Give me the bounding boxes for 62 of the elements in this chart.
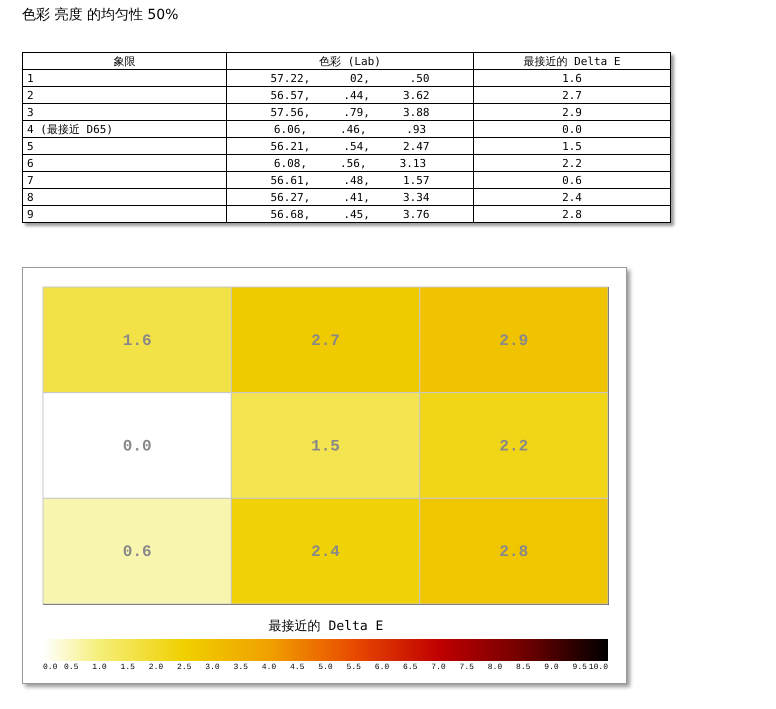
color-bar-label: 4.5 — [290, 663, 305, 672]
text: 56.27, .41, 3.34 — [226, 188, 474, 206]
text: 6 — [22, 154, 226, 172]
color-bar-label: 0.0 — [43, 663, 58, 672]
color-bar-label: 8.5 — [516, 663, 531, 672]
text: 0.0 — [474, 120, 670, 138]
text: 2 — [22, 86, 226, 104]
text: 色彩 亮度 的均匀性 50% — [22, 6, 178, 24]
data-label: 2.2 — [499, 438, 528, 456]
text: 6.06, .46, .93 — [226, 120, 474, 138]
color-bar-label: 9.5 — [572, 663, 588, 672]
text: 象限 — [22, 52, 226, 70]
text: 2.9 — [474, 104, 670, 120]
color-bar-label: 2.5 — [177, 663, 192, 672]
text: 56.57, .44, 3.62 — [226, 86, 474, 104]
color-bar-title: 最接近的 Delta E — [268, 619, 384, 634]
text: 1 — [22, 70, 226, 86]
color-bar-label: 5.5 — [346, 663, 362, 672]
color-bar-label: 7.5 — [460, 663, 474, 672]
color-bar-label: 2.0 — [148, 663, 164, 672]
text: 57.22, 02, .50 — [226, 70, 474, 86]
text: 6.08, .56, 3.13 — [226, 154, 474, 172]
color-bar-label: 10.0 — [588, 663, 608, 672]
color-bar-label: 6.5 — [403, 663, 418, 672]
color-bar-label: 3.0 — [205, 663, 220, 672]
text: 2.7 — [474, 86, 670, 104]
data-label: 2.9 — [499, 332, 528, 350]
text: 0.6 — [474, 172, 670, 188]
text: 1.6 — [474, 70, 670, 86]
text: 8 — [22, 188, 226, 206]
text: 56.68, .45, 3.76 — [226, 206, 474, 222]
text: 2.4 — [474, 188, 670, 206]
text: 9 — [22, 206, 226, 222]
color-bar-label: 1.0 — [92, 663, 107, 672]
color-bar-label: 0.5 — [64, 663, 79, 672]
text: 最接近的 Delta E — [474, 52, 670, 70]
data-label: 0.0 — [122, 438, 152, 456]
color-bar-label: 5.0 — [318, 663, 333, 672]
color-bar-label: 7.0 — [431, 663, 446, 672]
color-bar-label: 9.0 — [544, 663, 559, 672]
data-label: 0.6 — [122, 543, 152, 562]
color-bar-label: 6.0 — [374, 663, 390, 672]
text: 3 — [22, 104, 226, 120]
text: 2.8 — [474, 206, 670, 222]
color-bar-label: 3.5 — [234, 663, 248, 672]
text: 色彩 (Lab) — [226, 52, 474, 70]
text: 7 — [22, 172, 226, 188]
text: 57.56, .79, 3.88 — [226, 104, 474, 120]
data-label: 2.4 — [311, 543, 340, 562]
data-label: 1.5 — [311, 438, 340, 456]
color-bar-label: 1.5 — [120, 663, 136, 672]
text: 56.61, .48, 1.57 — [226, 172, 474, 188]
text: 5 — [22, 138, 226, 154]
data-label: 1.6 — [122, 332, 152, 350]
color-bar-label: 8.0 — [488, 663, 502, 672]
color-bar-label: 4.0 — [262, 663, 276, 672]
text: 56.21, .54, 2.47 — [226, 138, 474, 154]
data-label: 2.7 — [311, 332, 340, 350]
data-label: 2.8 — [499, 543, 528, 562]
text: 4 (最接近 D65) — [22, 120, 226, 138]
text: 1.5 — [474, 138, 670, 154]
text: 2.2 — [474, 154, 670, 172]
